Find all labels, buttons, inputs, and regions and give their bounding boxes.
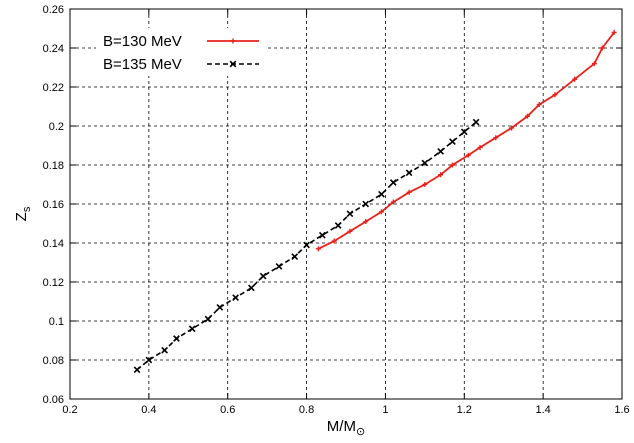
x-tick-label: 1.6 [614,404,629,416]
x-axis-title-subscript: ⊙ [356,426,365,438]
data-point-b130 [390,199,396,205]
data-point-b135 [259,272,267,280]
x-tick-label: 0.8 [299,404,314,416]
data-point-b130 [378,209,384,215]
data-point-b130 [363,219,369,225]
data-point-b130 [438,172,444,178]
data-point-b135 [145,356,153,364]
series-b130 [315,29,617,252]
x-tick-label: 1 [382,404,388,416]
y-tick-label: 0.06 [43,394,64,406]
data-point-b135 [318,231,326,239]
data-point-b135 [460,128,468,136]
plot-frame [69,8,623,400]
data-point-b130 [477,144,483,150]
data-point-b130 [599,45,605,51]
data-point-b135 [248,284,255,292]
data-point-b135 [449,138,456,145]
data-point-b135 [161,346,168,354]
data-point-b130 [493,135,499,141]
data-point-b135 [389,179,397,186]
x-tick-label: 0.4 [141,404,156,416]
legend-samples [207,38,259,68]
data-point-b130 [449,162,455,168]
y-tick-label: 0.14 [43,238,64,250]
data-point-b130 [536,102,542,108]
data-point-b135 [437,147,444,155]
y-tick-label: 0.22 [43,82,64,94]
x-axis-title: M/M⊙ [327,418,365,438]
data-point-b135 [472,118,480,126]
y-tick-label: 0.12 [43,277,64,289]
data-point-b135 [303,241,310,249]
y-axis-title: Zs [13,206,33,221]
data-point-b130 [422,182,428,187]
y-tick-label: 0.08 [43,355,64,367]
data-point-b135 [173,335,180,342]
data-point-b135 [362,200,370,208]
data-point-b130 [509,125,515,131]
data-point-b135 [421,159,429,167]
data-point-b130 [591,61,597,67]
legend-marker-b135 [229,60,237,68]
y-axis-title-main: Z [13,212,30,221]
grid [70,9,622,399]
data-point-b135 [232,294,239,301]
y-tick-label: 0.16 [43,199,64,211]
series-b135 [133,118,480,374]
data-point-b130 [331,238,337,244]
data-point-b130 [347,228,353,234]
y-tick-labels: 0.06 0.08 0.1 0.12 0.14 0.16 0.18 0.2 0.22 0.24 0.… [43,4,64,406]
x-tick-label: 1.2 [457,404,472,416]
data-point-b135 [405,169,413,177]
x-tick-label: 0.2 [62,404,77,416]
data-point-b135 [275,263,283,270]
data-point-b135 [291,253,299,261]
data-point-b135 [188,325,196,333]
x-axis-title-main: M/M [327,418,356,435]
series-layer [133,29,617,374]
data-point-b135 [378,190,385,198]
y-tick-label: 0.18 [43,160,64,172]
x-tick-label: 0.6 [220,404,235,416]
data-point-b130 [406,189,412,195]
data-point-b130 [465,152,471,158]
data-point-b130 [315,246,321,252]
legend: B=130 MeV B=135 MeV [96,28,268,76]
legend-box [96,28,268,76]
x-tick-label: 1.4 [535,404,550,416]
y-axis-title-subscript: s [21,206,33,212]
data-point-b130 [572,76,578,82]
data-point-b135 [204,315,212,323]
y-tick-label: 0.24 [43,43,64,55]
data-point-b135 [346,210,354,218]
y-tick-label: 0.2 [49,121,64,133]
data-point-b130 [611,29,617,35]
y-tick-label: 0.26 [43,4,64,16]
data-point-b135 [216,303,224,311]
data-point-b135 [133,366,141,374]
x-tick-labels: 0.2 0.4 0.6 0.8 1 1.2 1.4 1.6 [62,404,629,416]
legend-label-b130: B=130 MeV [103,33,182,50]
data-point-b130 [552,92,558,98]
legend-marker-b130 [230,38,236,44]
data-point-b135 [334,222,342,229]
data-point-b130 [524,113,530,119]
legend-label-b135: B=135 MeV [103,56,182,73]
y-tick-label: 0.1 [49,316,64,328]
